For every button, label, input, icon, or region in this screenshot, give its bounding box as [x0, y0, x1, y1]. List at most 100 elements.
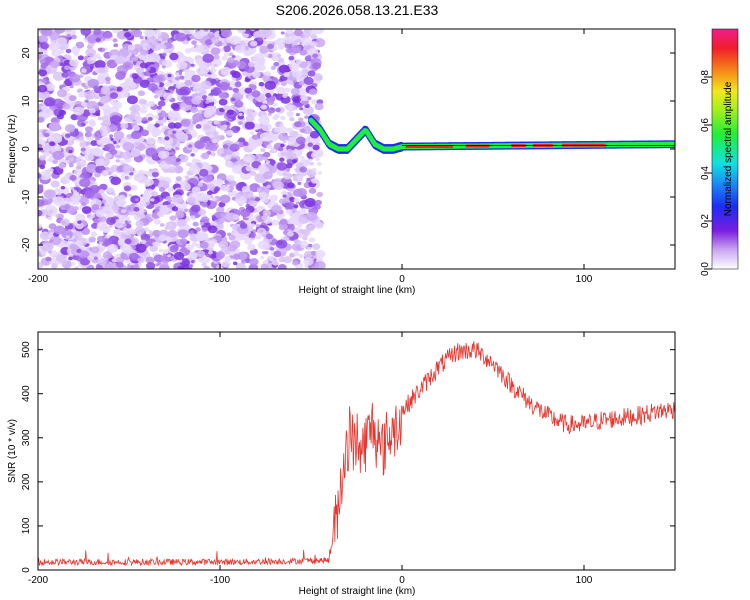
noise-blob [293, 250, 300, 257]
noise-blob [81, 202, 87, 206]
noise-blob [286, 218, 294, 225]
noise-blob [235, 99, 241, 104]
noise-blob [97, 47, 103, 52]
noise-blob [93, 85, 100, 91]
colorbar-ticks: 0.0 0.2 0.4 0.6 0.8 [700, 70, 712, 276]
noise-blob [309, 40, 318, 47]
noise-blob [238, 121, 243, 125]
noise-blob [302, 236, 308, 241]
noise-blob [83, 85, 89, 90]
noise-blob [190, 63, 195, 67]
noise-blob [66, 206, 76, 214]
noise-blob [210, 152, 216, 157]
noise-blob [115, 144, 121, 149]
noise-blob [304, 197, 316, 208]
noise-blob [77, 220, 82, 224]
noise-blob [257, 64, 266, 72]
noise-blob [68, 149, 73, 154]
noise-blob [190, 260, 195, 264]
noise-blob [306, 211, 318, 221]
noise-blob [152, 241, 158, 247]
noise-blob [154, 123, 160, 128]
noise-blob [312, 167, 317, 172]
noise-blob [275, 37, 286, 46]
noise-blob [292, 260, 299, 266]
noise-blob [140, 129, 149, 137]
noise-blob [299, 107, 304, 111]
snr-y-tick-label: 200 [21, 473, 32, 490]
noise-blob [301, 30, 311, 39]
noise-blob [295, 112, 300, 117]
noise-blob [262, 209, 272, 217]
noise-blob [42, 232, 48, 237]
noise-blob [113, 43, 119, 48]
spectrogram-x-tick-label: -200 [28, 274, 48, 285]
noise-blob [213, 63, 218, 68]
noise-blob [56, 89, 67, 98]
noise-blob [138, 208, 145, 215]
noise-blob [115, 71, 126, 80]
noise-blob [131, 56, 139, 62]
noise-blob [272, 102, 278, 108]
noise-blob [119, 160, 125, 165]
noise-blob [173, 251, 185, 261]
noise-blob [51, 263, 58, 269]
noise-blob [111, 192, 116, 196]
noise-blob [186, 37, 191, 41]
noise-blob [101, 199, 107, 204]
noise-blob [159, 187, 166, 192]
noise-blob [152, 75, 163, 83]
noise-blob [53, 225, 66, 235]
noise-blob [123, 185, 132, 192]
noise-blob [130, 148, 141, 157]
noise-blob [134, 113, 140, 118]
noise-blob [143, 190, 150, 196]
noise-blob [164, 156, 176, 165]
noise-blob [190, 106, 199, 113]
noise-blob [306, 96, 312, 101]
noise-blob [314, 102, 324, 111]
noise-blob [270, 107, 275, 111]
noise-blob [173, 122, 182, 129]
noise-blob [132, 125, 140, 132]
noise-blob [264, 71, 272, 77]
noise-blob [250, 40, 258, 47]
noise-blob [144, 178, 154, 186]
noise-blob [46, 158, 51, 162]
noise-blob [285, 29, 294, 35]
noise-blob [109, 106, 120, 115]
noise-blob [228, 80, 237, 88]
noise-blob [44, 97, 56, 107]
noise-blob [301, 99, 309, 106]
noise-blob [146, 35, 158, 45]
noise-blob [141, 239, 147, 244]
noise-blob [41, 78, 47, 83]
noise-blob [255, 216, 260, 220]
noise-blob [311, 178, 318, 184]
noise-blob [261, 215, 268, 221]
noise-blob [64, 159, 70, 164]
noise-blob [69, 243, 79, 251]
noise-blob [198, 168, 209, 177]
noise-blob [264, 250, 269, 255]
noise-blob [279, 157, 285, 162]
noise-blob [167, 122, 177, 129]
noise-blob [249, 232, 257, 239]
noise-blob [101, 226, 111, 234]
noise-blob [118, 48, 130, 58]
noise-blob [98, 258, 107, 266]
noise-blob [142, 43, 152, 51]
colorbar [711, 28, 739, 270]
noise-blob [258, 169, 266, 175]
noise-blob [191, 40, 197, 45]
noise-blob [195, 233, 206, 242]
noise-blob [302, 126, 313, 135]
noise-blob [209, 200, 218, 207]
noise-blob [146, 137, 156, 145]
noise-blob [285, 201, 296, 210]
noise-blob [196, 250, 206, 258]
noise-blob [97, 116, 103, 121]
noise-blob [225, 212, 237, 222]
noise-blob [111, 258, 116, 262]
noise-blob [304, 115, 309, 119]
